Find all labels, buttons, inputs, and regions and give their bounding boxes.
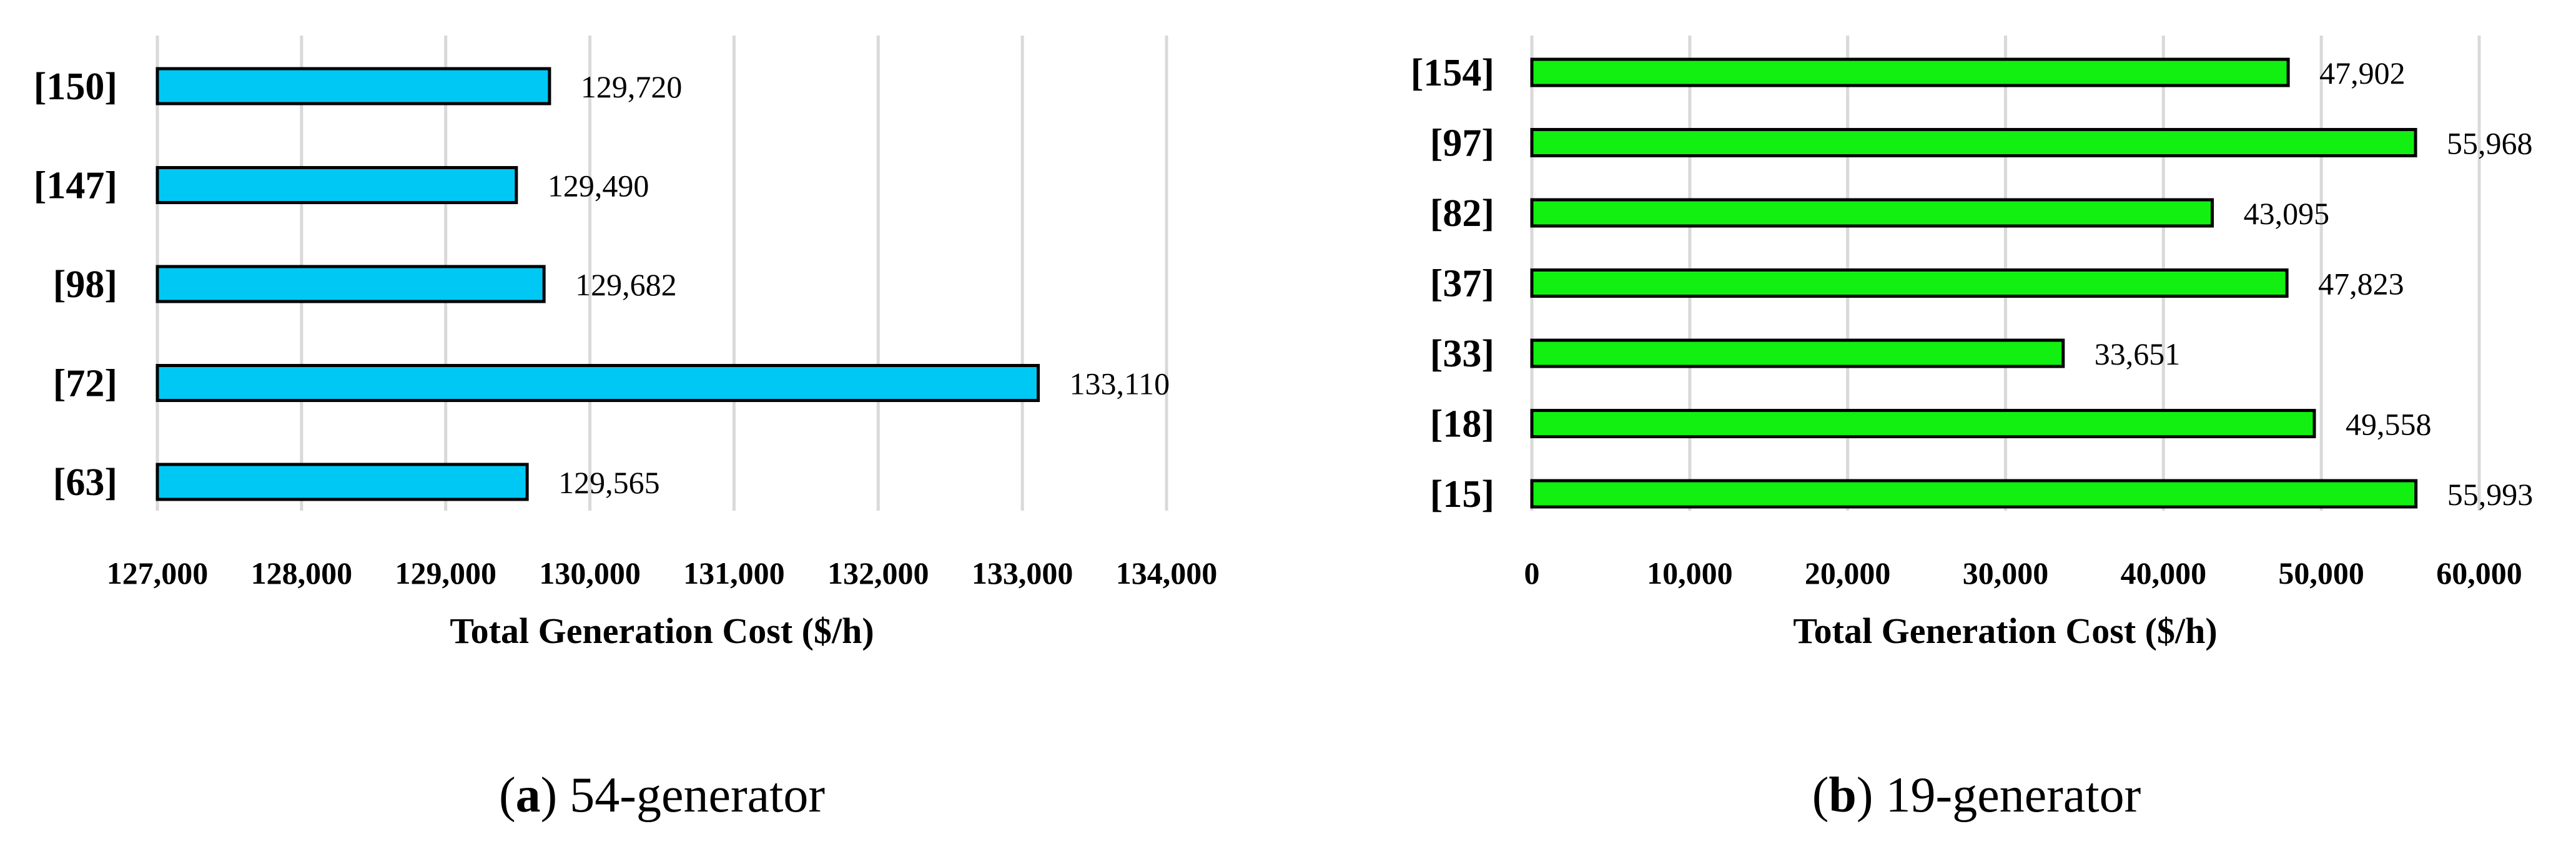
value-label: 33,651: [2095, 336, 2181, 371]
category-label: [33]: [1430, 333, 1494, 375]
caption-paren-close: ): [1857, 768, 1886, 823]
bar: [1530, 409, 2316, 438]
x-tick-label: 134,000: [1116, 556, 1218, 591]
x-tick-label: 127,000: [107, 556, 209, 591]
category-label: [97]: [1430, 122, 1494, 165]
value-label: 133,110: [1070, 366, 1170, 401]
category-label: [154]: [1411, 52, 1494, 94]
category-label: [82]: [1430, 192, 1494, 235]
value-label: 47,823: [2318, 267, 2404, 302]
value-label: 49,558: [2346, 407, 2432, 442]
value-label: 55,993: [2447, 477, 2534, 512]
x-tick-label: 130,000: [539, 556, 641, 591]
value-label: 47,902: [2319, 56, 2406, 91]
x-tick-label: 129,000: [395, 556, 496, 591]
bar: [155, 67, 551, 106]
x-tick-label: 50,000: [2278, 556, 2364, 591]
value-label: 129,720: [581, 69, 682, 104]
bar: [155, 166, 518, 204]
panel-a-54-generator: 127,000 128,000 129,000 130,000 131,000 132,0…: [34, 36, 1218, 823]
category-label: [15]: [1430, 473, 1494, 516]
bar: [1530, 128, 2417, 157]
x-axis-title: Total Generation Cost ($/h): [450, 611, 874, 651]
x-tick-label: 10,000: [1647, 556, 1733, 591]
category-label: [98]: [53, 263, 117, 306]
x-tick-label: 131,000: [683, 556, 785, 591]
bar: [155, 364, 1040, 402]
caption-paren-open: (: [499, 768, 516, 823]
panel-b-19-generator: 0 10,000 20,000 30,000 40,000 50,000 60,000 Tot…: [1411, 36, 2533, 823]
x-tick-label: 133,000: [972, 556, 1073, 591]
x-tick-label: 30,000: [1963, 556, 2049, 591]
category-label: [18]: [1430, 403, 1494, 446]
category-label: [147]: [34, 165, 117, 207]
x-tick-label: 0: [1524, 556, 1540, 591]
value-label: 43,095: [2244, 196, 2330, 231]
x-tick-label: 60,000: [2436, 556, 2522, 591]
x-axis-title: Total Generation Cost ($/h): [1793, 611, 2217, 651]
x-tick-label: 132,000: [827, 556, 929, 591]
x-tick-label: 40,000: [2121, 556, 2207, 591]
bar: [1530, 198, 2214, 228]
caption-text: 19-generator: [1886, 768, 2141, 823]
panel-caption: (b) 19-generator: [1812, 768, 2141, 823]
bar: [1530, 479, 2418, 509]
category-label: [63]: [53, 461, 117, 504]
category-label: [37]: [1430, 263, 1494, 305]
caption-letter: a: [516, 768, 541, 823]
caption-paren-open: (: [1812, 768, 1829, 823]
bar: [1530, 268, 2289, 298]
category-label: [72]: [53, 363, 117, 405]
caption-paren-close: ): [541, 768, 570, 823]
caption-letter: b: [1828, 768, 1857, 823]
value-label: 129,565: [558, 465, 660, 500]
bar: [155, 463, 529, 501]
bar: [1530, 338, 2065, 368]
bar: [155, 265, 546, 303]
panel-caption: (a) 54-generator: [499, 768, 825, 823]
x-tick-label: 20,000: [1805, 556, 1891, 591]
value-label: 129,490: [548, 169, 649, 204]
x-tick-label: 128,000: [251, 556, 353, 591]
category-label: [150]: [34, 66, 117, 108]
caption-text: 54-generator: [570, 768, 825, 823]
value-label: 129,682: [575, 267, 677, 302]
value-label: 55,968: [2447, 126, 2533, 161]
bar: [1530, 57, 2290, 87]
